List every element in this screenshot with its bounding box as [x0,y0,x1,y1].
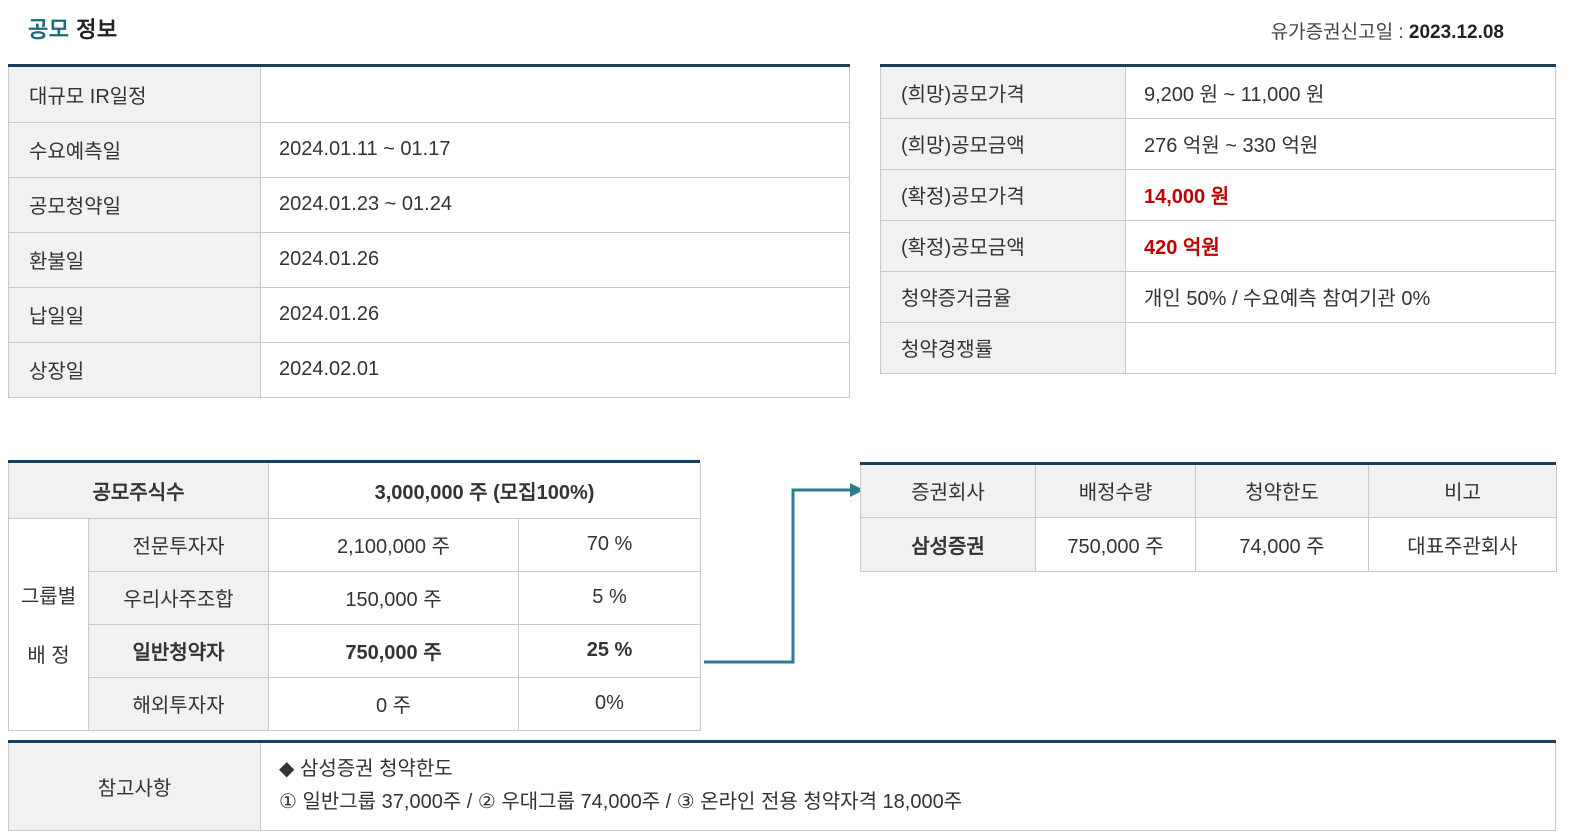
allocation-ratio-foreign: 0% [517,676,702,731]
notes-line-2: ① 일반그룹 37,000주 / ② 우대그룹 74,000주 / ③ 온라인 … [279,791,963,814]
schedule-value-ir [260,67,850,123]
price-label-hoped-amount: (희망)공모금액 [880,117,1126,170]
underwriter-header-allocation: 배정수량 [1035,465,1196,518]
schedule-label-demand-forecast: 수요예측일 [8,121,261,178]
underwriter-header-note: 비고 [1368,465,1557,518]
filing-date: 유가증권신고일 : 2023.12.08 [1271,17,1504,44]
filing-date-label: 유가증권신고일 : [1270,22,1409,43]
notes-label: 참고사항 [8,743,261,831]
schedule-label-listing: 상장일 [8,341,261,398]
allocation-category-foreign: 해외투자자 [88,676,269,731]
allocation-header-label: 공모주식수 [8,463,269,519]
price-label-hoped-price: (희망)공모가격 [880,67,1126,119]
price-value-hoped-amount: 276 억원 ~ 330 억원 [1125,117,1556,170]
underwriter-header-limit: 청약한도 [1195,465,1369,518]
underwriter-company: 삼성증권 [860,516,1036,572]
price-label-confirmed-amount: (확정)공모금액 [880,219,1126,272]
underwriter-header-company: 증권회사 [860,465,1036,518]
page-title-highlight: 공모 [28,17,70,42]
schedule-value-listing: 2024.02.01 [260,341,850,398]
schedule-label-refund: 환불일 [8,231,261,288]
allocation-ratio-general: 25 % [517,623,702,678]
underwriter-limit: 74,000 주 [1195,516,1369,572]
allocation-category-professional: 전문투자자 [88,517,269,572]
underwriter-allocation: 750,000 주 [1035,516,1196,572]
underwriter-note: 대표주관회사 [1368,516,1557,572]
price-label-deposit-rate: 청약증거금율 [880,270,1126,323]
allocation-header-value: 3,000,000 주 (모집100%) [267,463,702,519]
allocation-ratio-esop: 5 % [517,570,702,625]
price-label-competition-rate: 청약경쟁률 [880,321,1126,374]
notes-line-1: ◆ 삼성증권 청약한도 [279,758,453,781]
share-allocation-table: 공모주식수 3,000,000 주 (모집100%) 그룹별 배 정 전문투자자… [8,460,702,731]
schedule-value-demand-forecast: 2024.01.11 ~ 01.17 [260,121,850,178]
allocation-category-general: 일반청약자 [88,623,269,678]
allocation-ratio-professional: 70 % [517,517,702,572]
allocation-shares-professional: 2,100,000 주 [268,517,519,572]
schedule-label-payment: 납일일 [8,286,261,343]
page-title: 공모 정보 [28,12,118,44]
notes-content: ◆ 삼성증권 청약한도 ① 일반그룹 37,000주 / ② 우대그룹 74,0… [260,743,1556,831]
allocation-shares-foreign: 0 주 [268,676,519,731]
schedule-label-ir: 대규모 IR일정 [8,67,261,123]
underwriter-table: 증권회사 배정수량 청약한도 비고 삼성증권 750,000 주 74,000 … [860,462,1557,572]
allocation-shares-esop: 150,000 주 [268,570,519,625]
page-title-rest: 정보 [69,17,118,42]
group-allocation-label-line2: 배 정 [27,645,70,667]
price-value-confirmed-price: 14,000 원 [1125,168,1556,221]
offering-schedule-table: 대규모 IR일정 수요예측일 2024.01.11 ~ 01.17 공모청약일 … [8,64,850,398]
notes-table: 참고사항 ◆ 삼성증권 청약한도 ① 일반그룹 37,000주 / ② 우대그룹… [8,740,1556,831]
schedule-value-refund: 2024.01.26 [260,231,850,288]
schedule-label-subscription: 공모청약일 [8,176,261,233]
offering-price-table: (희망)공모가격 9,200 원 ~ 11,000 원 (희망)공모금액 276… [880,64,1556,374]
price-value-deposit-rate: 개인 50% / 수요예측 참여기관 0% [1125,270,1556,323]
price-value-confirmed-amount: 420 억원 [1125,219,1556,272]
schedule-value-subscription: 2024.01.23 ~ 01.24 [260,176,850,233]
price-value-hoped-price: 9,200 원 ~ 11,000 원 [1125,67,1556,119]
allocation-category-esop: 우리사주조합 [88,570,269,625]
general-allocation-flow-arrow [704,483,864,664]
allocation-shares-general: 750,000 주 [268,623,519,678]
group-allocation-label-line1: 그룹별 [20,586,77,608]
price-label-confirmed-price: (확정)공모가격 [880,168,1126,221]
filing-date-value: 2023.12.08 [1408,22,1504,43]
schedule-value-payment: 2024.01.26 [260,286,850,343]
price-value-competition-rate [1125,321,1556,374]
group-allocation-label: 그룹별 배 정 [8,517,89,731]
